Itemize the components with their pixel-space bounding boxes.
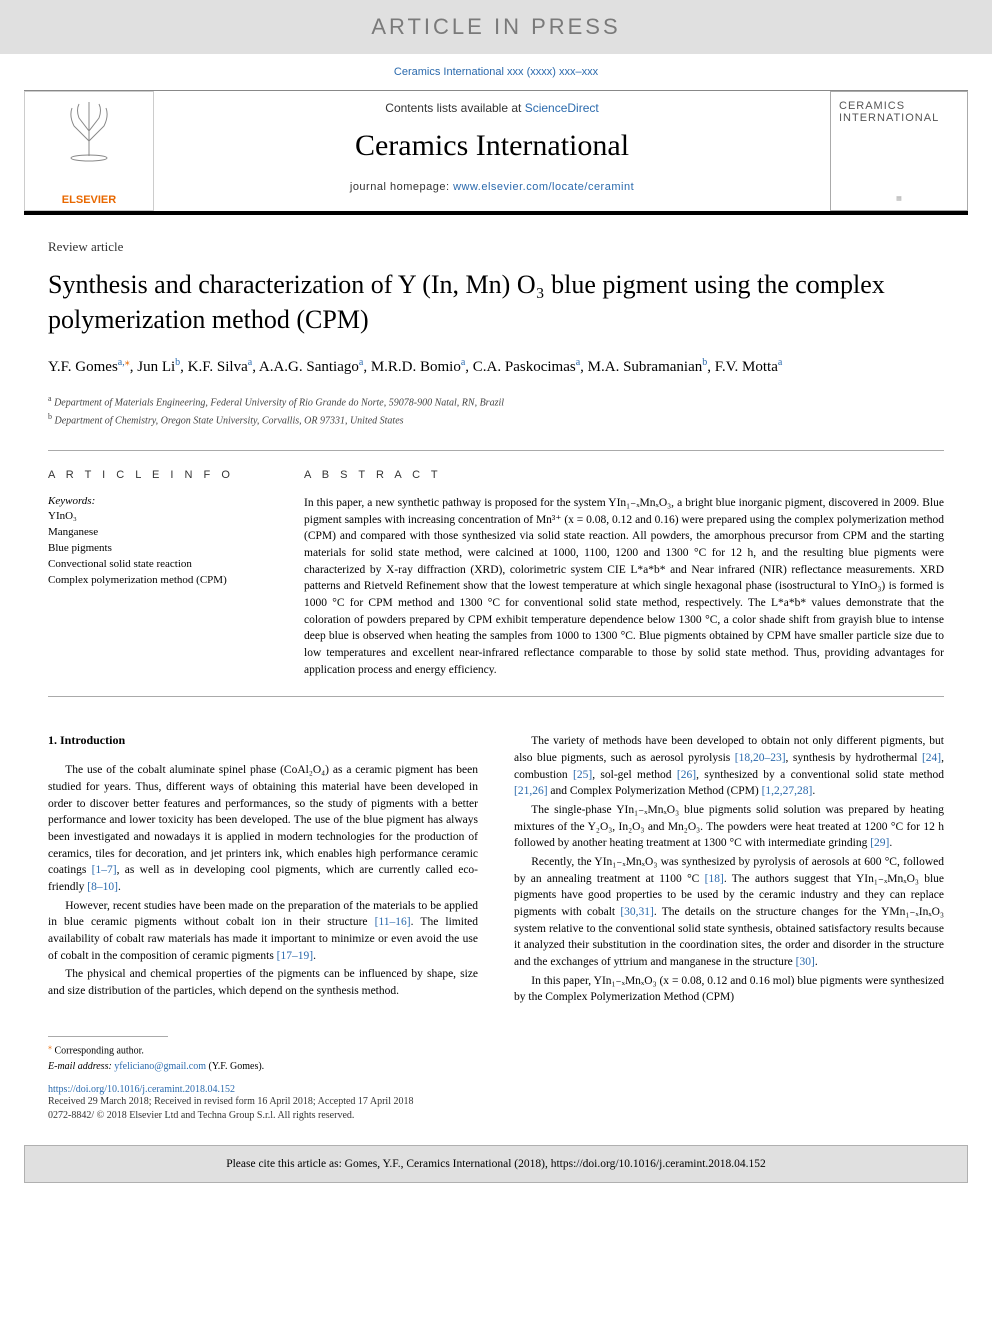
cover-title-1: CERAMICS bbox=[839, 100, 959, 112]
body-columns: 1. Introduction The use of the cobalt al… bbox=[48, 733, 944, 1008]
para: The physical and chemical properties of … bbox=[48, 966, 478, 999]
intro-heading: 1. Introduction bbox=[48, 733, 478, 748]
homepage-url[interactable]: www.elsevier.com/locate/ceramint bbox=[453, 181, 634, 193]
email-link[interactable]: yfeliciano@gmail.com bbox=[114, 1061, 206, 1072]
email-label: E-mail address: bbox=[48, 1061, 114, 1072]
history: Received 29 March 2018; Received in revi… bbox=[48, 1095, 944, 1109]
homepage-line: journal homepage: www.elsevier.com/locat… bbox=[164, 181, 820, 193]
journal-header: ELSEVIER Contents lists available at Sci… bbox=[24, 90, 968, 215]
top-citation: Ceramics International xxx (xxxx) xxx–xx… bbox=[0, 54, 992, 90]
keyword: Convectional solid state reaction bbox=[48, 557, 268, 573]
sciencedirect-link[interactable]: ScienceDirect bbox=[525, 101, 599, 115]
keywords-list: YInO₃ Manganese Blue pigments Convection… bbox=[48, 509, 268, 589]
keyword: Manganese bbox=[48, 525, 268, 541]
abstract-block: A B S T R A C T In this paper, a new syn… bbox=[304, 469, 944, 678]
article-type: Review article bbox=[48, 239, 944, 255]
tree-icon bbox=[29, 96, 149, 175]
abstract-heading: A B S T R A C T bbox=[304, 469, 944, 481]
left-column: 1. Introduction The use of the cobalt al… bbox=[48, 733, 478, 1008]
paper-title: Synthesis and characterization of Y (In,… bbox=[48, 267, 944, 337]
keywords-label: Keywords: bbox=[48, 495, 268, 507]
elsevier-text: ELSEVIER bbox=[29, 194, 149, 206]
para: The variety of methods have been develop… bbox=[514, 733, 944, 800]
affiliations: a Department of Materials Engineering, F… bbox=[48, 393, 944, 428]
affiliation-b: Department of Chemistry, Oregon State Un… bbox=[55, 415, 404, 426]
para: The use of the cobalt aluminate spinel p… bbox=[48, 762, 478, 895]
article-info: A R T I C L E I N F O Keywords: YInO₃ Ma… bbox=[48, 469, 268, 678]
corresponding-footnote: ⁎ Corresponding author. bbox=[48, 1041, 944, 1058]
para: The single-phase YIn₁₋ₓMnₓO₃ blue pigmen… bbox=[514, 802, 944, 852]
corr-text: Corresponding author. bbox=[55, 1045, 144, 1056]
article-info-heading: A R T I C L E I N F O bbox=[48, 469, 268, 481]
right-column: The variety of methods have been develop… bbox=[514, 733, 944, 1008]
please-cite-box: Please cite this article as: Gomes, Y.F.… bbox=[24, 1145, 968, 1183]
authors: Y.F. Gomesa,⁎, Jun Lib, K.F. Silvaa, A.A… bbox=[48, 355, 944, 379]
copyright: 0272-8842/ © 2018 Elsevier Ltd and Techn… bbox=[48, 1109, 944, 1123]
contents-available: Contents lists available at ScienceDirec… bbox=[164, 101, 820, 115]
email-footnote: E-mail address: yfeliciano@gmail.com (Y.… bbox=[48, 1060, 944, 1074]
email-name: (Y.F. Gomes). bbox=[206, 1061, 264, 1072]
contents-label: Contents lists available at bbox=[385, 101, 524, 115]
homepage-label: journal homepage: bbox=[350, 181, 453, 193]
elsevier-logo: ELSEVIER bbox=[24, 91, 154, 211]
para: In this paper, YIn₁₋ₓMnₓO₃ (x = 0.08, 0.… bbox=[514, 973, 944, 1006]
para: Recently, the YIn₁₋ₓMnₓO₃ was synthesize… bbox=[514, 854, 944, 971]
cover-title-2: INTERNATIONAL bbox=[839, 112, 959, 124]
article-in-press-banner: ARTICLE IN PRESS bbox=[0, 0, 992, 54]
affiliation-a: Department of Materials Engineering, Fed… bbox=[54, 398, 504, 409]
cover-thumbnail: ▦ bbox=[839, 195, 959, 202]
abstract-text: In this paper, a new synthetic pathway i… bbox=[304, 495, 944, 678]
journal-title: Ceramics International bbox=[164, 129, 820, 163]
journal-center: Contents lists available at ScienceDirec… bbox=[154, 91, 830, 211]
footnote-separator bbox=[48, 1036, 168, 1037]
para: However, recent studies have been made o… bbox=[48, 898, 478, 965]
article-info-block: A R T I C L E I N F O Keywords: YInO₃ Ma… bbox=[48, 450, 944, 697]
doi-link[interactable]: https://doi.org/10.1016/j.ceramint.2018.… bbox=[48, 1084, 944, 1095]
keyword: Blue pigments bbox=[48, 541, 268, 557]
keyword: Complex polymerization method (CPM) bbox=[48, 573, 268, 589]
journal-cover: CERAMICS INTERNATIONAL ▦ bbox=[830, 91, 968, 211]
keyword: YInO₃ bbox=[48, 509, 268, 525]
